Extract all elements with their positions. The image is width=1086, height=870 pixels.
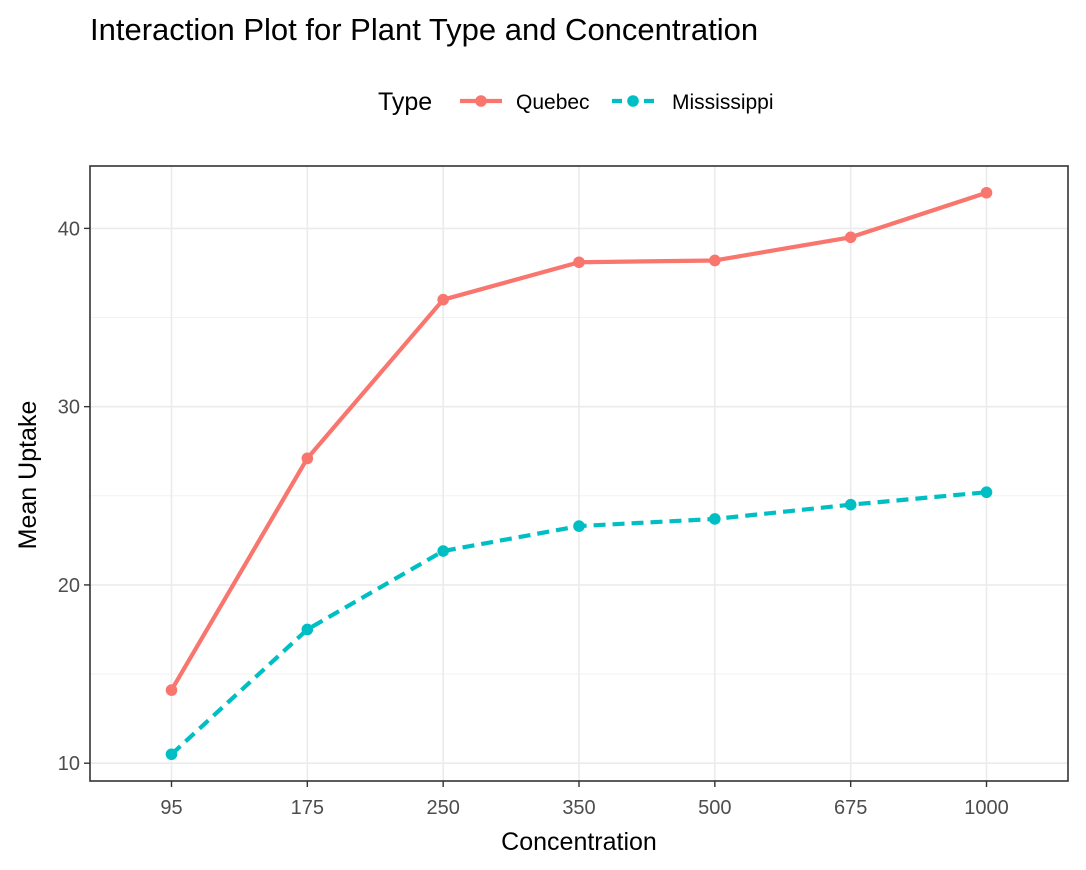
major-gridlines (90, 166, 1068, 781)
y-tick-label: 20 (58, 575, 80, 597)
x-axis: 95 175 250 350 500 675 1000 (160, 781, 1009, 819)
data-point-quebec (165, 684, 178, 696)
x-axis-title: Concentration (501, 828, 657, 856)
legend-label-mississippi: Mississippi (672, 91, 774, 114)
y-tick-label: 40 (58, 218, 80, 240)
y-tick-label: 10 (58, 753, 80, 775)
data-point-quebec (844, 231, 857, 244)
x-tick-label: 500 (698, 797, 731, 819)
x-tick-label: 350 (562, 797, 595, 819)
legend: Type Quebec Mississippi (378, 88, 774, 116)
data-point-mississippi (301, 623, 314, 636)
legend-label-quebec: Quebec (516, 91, 590, 114)
data-point-mississippi (980, 486, 993, 499)
data-point-quebec (709, 254, 721, 267)
data-point-mississippi (437, 545, 449, 557)
legend-title: Type (378, 88, 432, 116)
data-point-mississippi (844, 498, 857, 511)
data-point-mississippi (165, 748, 178, 761)
legend-key-point-quebec (475, 95, 487, 107)
y-axis-title: Mean Uptake (14, 401, 42, 550)
y-axis: 10 20 30 40 (58, 218, 90, 775)
legend-items: Quebec Mississippi (460, 91, 774, 114)
x-tick-label: 175 (291, 797, 324, 819)
x-tick-label: 250 (426, 797, 459, 819)
data-point-mississippi (573, 520, 585, 532)
legend-key-point-mississippi (627, 95, 639, 107)
data-point-quebec (301, 452, 314, 465)
series-points (165, 186, 993, 761)
x-tick-label: 95 (160, 797, 182, 819)
x-tick-label: 1000 (964, 797, 1009, 819)
data-point-quebec (437, 293, 449, 306)
y-tick-label: 30 (58, 397, 80, 419)
data-point-mississippi (709, 513, 721, 525)
x-tick-label: 675 (834, 797, 867, 819)
data-point-quebec (980, 186, 993, 199)
chart-title: Interaction Plot for Plant Type and Conc… (90, 12, 758, 47)
data-point-quebec (573, 256, 585, 269)
